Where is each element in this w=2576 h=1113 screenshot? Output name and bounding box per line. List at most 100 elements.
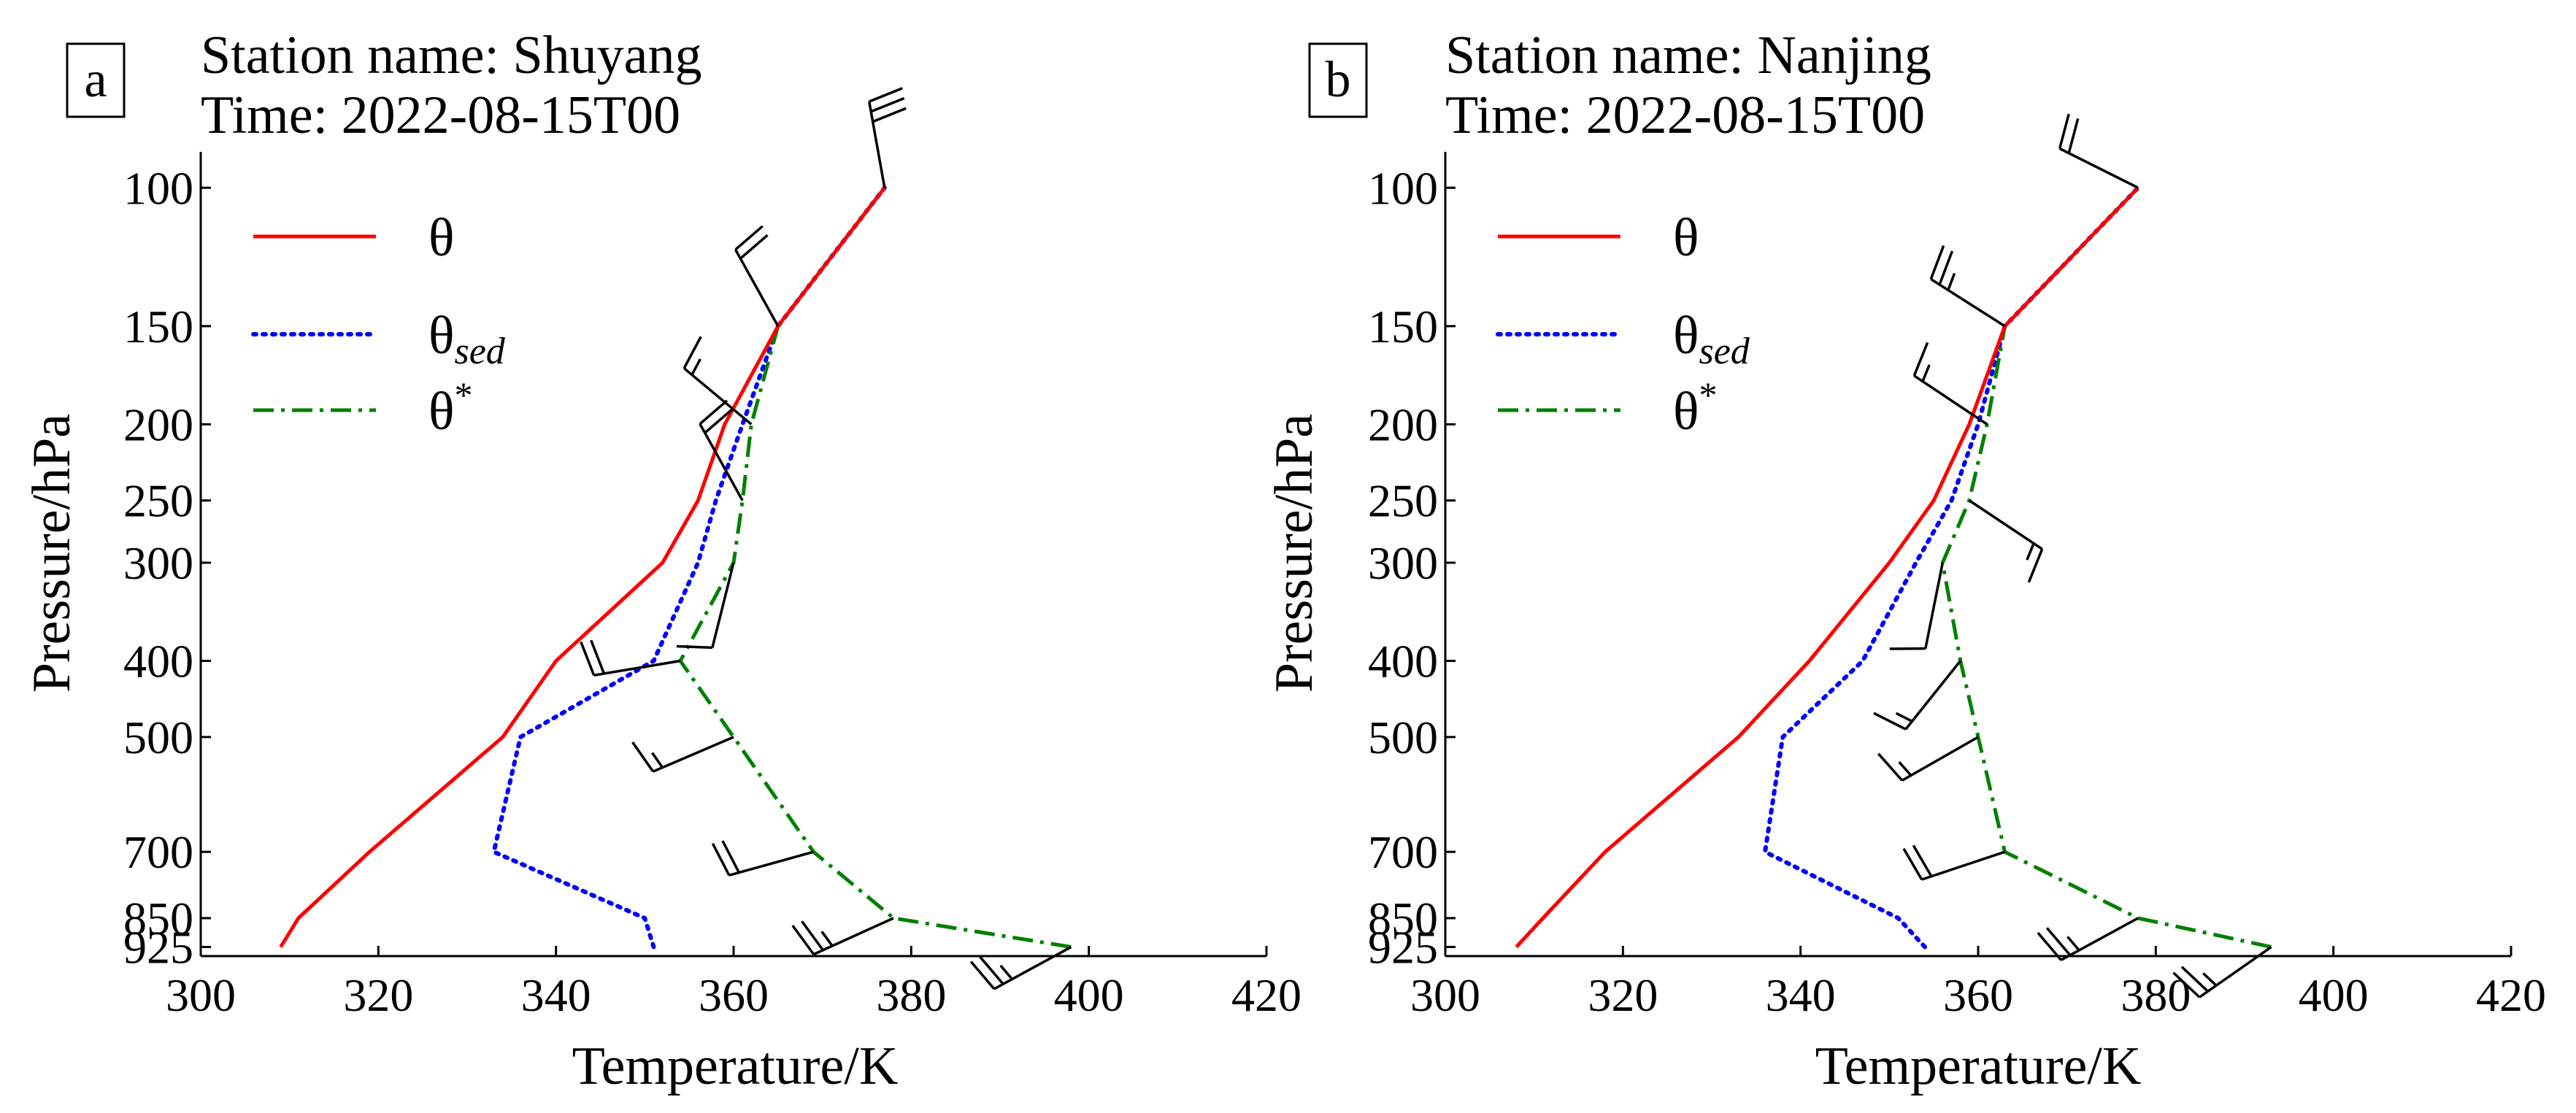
panel-a: a Station name: Shuyang Time: 2022-08-15… (22, 26, 1302, 1096)
panel-a-wind-barb-feather (979, 955, 1004, 985)
panel-a-y-tick-label: 300 (123, 537, 193, 589)
panel-b-wind-barb-half-feather (2026, 542, 2035, 561)
panel-a-wind-barb-feather (721, 840, 740, 874)
panel-a-wind-barb (711, 840, 814, 877)
panel-b-y-tick-label: 925 (1368, 922, 1438, 974)
panel-b-wind-barb (1877, 736, 1979, 782)
panel-b-title-line-1: Station name: Nanjing (1445, 26, 1931, 85)
panel-a-x-tick-label: 400 (1054, 969, 1124, 1021)
panel-a-series-theta-sed-line (491, 185, 887, 950)
panel-a-series-theta-line (279, 186, 886, 948)
panel-a-wind-barb-shaft (868, 101, 886, 188)
panel-b-wind-barb (1889, 562, 1945, 650)
panel-b-wind-barb (2172, 946, 2272, 998)
panel-a-wind-barb-shaft (653, 736, 734, 773)
panel-a-y-tick-label: 250 (123, 475, 193, 527)
panel-b-wind-barb-feather (1929, 244, 1945, 280)
panel-a-wind-barb (699, 399, 744, 501)
panel-a-wind-barb (969, 945, 1072, 990)
panel-b-wind-barb-shaft (1901, 736, 1979, 782)
panel-a-letter: a (84, 52, 107, 108)
panel-b-wind-barb (1902, 844, 2006, 881)
panel-b-y-tick-label: 100 (1368, 162, 1438, 214)
panel-a-wind-barb-feather (699, 399, 728, 425)
panel-b-wind-barb (2058, 113, 2139, 189)
panel-b-wind-barb (1912, 342, 1988, 425)
panel-b-y-tick-label: 400 (1368, 636, 1438, 688)
panel-b-wind-barb-shaft (2199, 946, 2272, 998)
panel-a-wind-barb-feather (739, 234, 769, 260)
panel-b-wind-barb-feather (2045, 927, 2072, 956)
panel-a-wind-barb (868, 87, 907, 188)
panel-a-y-tick-label: 500 (123, 712, 193, 763)
panel-a-wind-barb-feather (872, 107, 907, 123)
panel-a-y-tick-label: 150 (123, 301, 193, 353)
panel-b-series-theta-sed-line (1763, 185, 2140, 950)
panel-b-wind-barb-feather (2067, 118, 2080, 154)
panel-a-wind-barb-half-feather (691, 358, 701, 376)
panel-b-x-tick-label: 300 (1410, 969, 1480, 1021)
panel-a-legend-label-theta-star: θ* (428, 374, 472, 442)
panel-b-y-tick-label: 850 (1368, 893, 1438, 944)
panel-b-wind-barb-half-feather (1895, 712, 1913, 723)
panel-b-wind-barb-shaft (1924, 562, 1945, 650)
panel-b-wind-barb-half-feather (2066, 936, 2080, 952)
panel-a-letter-box: a (66, 42, 126, 118)
panel-a-x-axis-label: Temperature/K (572, 1036, 899, 1096)
panel-a-title-line-2: Time: 2022-08-15T00 (201, 85, 680, 145)
panel-a-wind-barb (683, 336, 753, 425)
panel-b-wind-barb-shaft (2060, 917, 2139, 961)
panel-a-wind-barb-feather (734, 225, 764, 251)
panel-a-y-tick-label: 925 (123, 922, 193, 974)
panel-a-series-theta-star-line (678, 186, 1072, 949)
panel-a-legend-label-theta: θ (428, 208, 454, 268)
panel-b-wind-barb-shaft (1930, 277, 2006, 328)
panel-a-wind-barb-feather (580, 641, 596, 676)
panel-b-wind-barb-shaft (2058, 147, 2139, 189)
panel-a-x-tick-label: 340 (521, 969, 591, 1021)
panel-b-letter: b (1326, 52, 1351, 108)
panel-b-wind-barb-feather (2172, 971, 2201, 998)
panel-b-x-tick-label: 380 (2121, 969, 2191, 1021)
panel-b-wind-barb (1929, 244, 2006, 328)
panel-a-wind-barb-feather (704, 408, 733, 434)
panel-b-wind-barb-feather (2037, 931, 2062, 961)
panel-b-wind-barb (1968, 499, 2044, 583)
panel-b-wind-barb-feather (1912, 844, 1933, 877)
panel-b-wind-barb-feather (1902, 847, 1923, 881)
panel-a-y-tick-label: 850 (123, 893, 193, 944)
panel-b-wind-barb-shaft (1913, 374, 1988, 425)
panel-a-y-tick-label: 200 (123, 398, 193, 450)
panel-a-wind-barb-shaft (711, 562, 735, 648)
panel-b-wind-barb-feather (2058, 113, 2070, 150)
panel-b-y-tick-label: 500 (1368, 712, 1438, 763)
panel-a-wind-barb-feather (683, 336, 702, 369)
panel-b-y-tick-label: 150 (1368, 301, 1438, 353)
panel-b-legend-label-theta-star: θ* (1673, 374, 1717, 442)
panel-b-x-axis-label: Temperature/K (1815, 1036, 2142, 1096)
panel-a-wind-barb-shaft (734, 249, 780, 327)
panel-a-wind-barb-feather (631, 741, 655, 773)
panel-a-wind-barb (791, 917, 894, 956)
panel-b-wind-barb-shaft (1904, 660, 1962, 731)
panel-a-letter-frame (66, 42, 126, 118)
panel-a-y-tick-label: 400 (123, 636, 193, 688)
panel-a-wind-barb-feather (969, 960, 996, 990)
panel-b-letter-box: b (1308, 42, 1368, 118)
panel-a-wind-barb-half-feather (820, 931, 834, 947)
panel-b-wind-barb-feather (1873, 712, 1907, 731)
panel-a-x-tick-label: 320 (343, 969, 413, 1021)
panel-a-x-tick-label: 380 (876, 969, 946, 1021)
panel-b-wind-barb-feather (2027, 548, 2044, 583)
panel-a-wind-barb-shaft (699, 423, 744, 501)
panel-b-y-tick-label: 300 (1368, 537, 1438, 589)
panel-b-legend-label-theta-sed: θsed (1673, 306, 1750, 372)
panel-a-wind-barb (631, 736, 734, 773)
panel-b-wind-barb-feather (1912, 342, 1929, 377)
panel-b-y-tick-label: 700 (1368, 826, 1438, 878)
panel-a-wind-barb-half-feather (651, 752, 664, 769)
panel-a-wind-barb-shaft (683, 367, 753, 425)
panel-a-x-tick-label: 360 (699, 969, 769, 1021)
